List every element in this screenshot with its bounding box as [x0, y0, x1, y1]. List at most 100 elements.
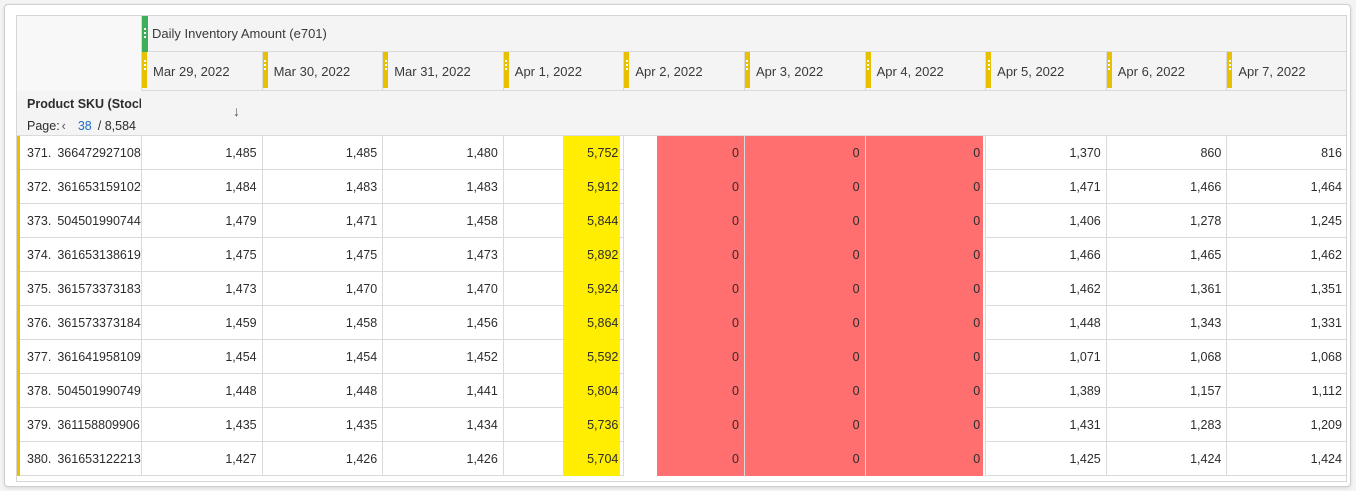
value-cell[interactable]: 5,752	[504, 136, 625, 170]
value-cell[interactable]: 1,389	[986, 374, 1107, 408]
value-cell[interactable]: 5,892	[504, 238, 625, 272]
value-cell[interactable]: 1,465	[1107, 238, 1228, 272]
value-cell[interactable]: 1,427	[142, 442, 263, 476]
value-cell[interactable]: 1,361	[1107, 272, 1228, 306]
value-cell[interactable]: 0	[865, 442, 987, 476]
value-cell[interactable]: 0	[744, 340, 866, 374]
value-cell[interactable]: 1,157	[1107, 374, 1228, 408]
value-cell[interactable]: 1,343	[1107, 306, 1228, 340]
value-cell[interactable]: 1,424	[1107, 442, 1228, 476]
value-cell[interactable]: 5,592	[504, 340, 625, 374]
value-cell[interactable]: 0	[744, 306, 866, 340]
dimension-title[interactable]: Product SKU (Stock)	[27, 97, 141, 111]
value-cell[interactable]: 1,484	[142, 170, 263, 204]
value-cell[interactable]: 1,483	[263, 170, 384, 204]
value-cell[interactable]: 1,456	[383, 306, 504, 340]
value-cell[interactable]: 1,470	[383, 272, 504, 306]
value-cell[interactable]: 0	[744, 204, 866, 238]
value-cell[interactable]: 0	[624, 136, 745, 170]
row-label-cell[interactable]: 379. 361158809906	[17, 408, 142, 442]
value-cell[interactable]: 5,864	[504, 306, 625, 340]
value-cell[interactable]: 0	[624, 340, 745, 374]
value-cell[interactable]: 1,434	[383, 408, 504, 442]
date-column-header[interactable]: Apr 2, 2022	[624, 52, 745, 91]
drag-handle-icon[interactable]	[142, 16, 148, 52]
value-cell[interactable]: 1,431	[986, 408, 1107, 442]
drag-handle-icon[interactable]	[503, 52, 509, 88]
value-cell[interactable]: 0	[744, 408, 866, 442]
table-row[interactable]: 373. 504501990744 1,479 1,471 1,458 5,844 0 0 0 1…	[17, 204, 1346, 238]
value-cell[interactable]: 1,479	[142, 204, 263, 238]
table-row[interactable]: 371. 366472927108 1,485 1,485 1,480 5,752 0 0 0 1…	[17, 136, 1346, 170]
row-label-cell[interactable]: 378. 504501990749	[17, 374, 142, 408]
value-cell[interactable]: 1,464	[1227, 170, 1346, 204]
value-cell[interactable]: 1,462	[986, 272, 1107, 306]
date-column-header[interactable]: Apr 7, 2022	[1227, 52, 1346, 91]
value-cell[interactable]: 5,912	[504, 170, 625, 204]
date-column-header[interactable]: Mar 31, 2022	[383, 52, 504, 91]
value-cell[interactable]: 5,804	[504, 374, 625, 408]
value-cell[interactable]: 1,448	[142, 374, 263, 408]
value-cell[interactable]: 1,283	[1107, 408, 1228, 442]
value-cell[interactable]: 1,462	[1227, 238, 1346, 272]
value-cell[interactable]: 0	[744, 136, 866, 170]
value-cell[interactable]: 1,454	[142, 340, 263, 374]
drag-handle-icon[interactable]	[142, 52, 147, 88]
value-cell[interactable]: 1,471	[986, 170, 1107, 204]
value-cell[interactable]: 5,924	[504, 272, 625, 306]
table-row[interactable]: 377. 361641958109 1,454 1,454 1,452 5,592 0 0 0 1…	[17, 340, 1346, 374]
value-cell[interactable]: 1,473	[142, 272, 263, 306]
value-cell[interactable]: 1,245	[1227, 204, 1346, 238]
value-cell[interactable]: 0	[744, 272, 866, 306]
row-label-cell[interactable]: 374. 361653138619	[17, 238, 142, 272]
value-cell[interactable]: 1,441	[383, 374, 504, 408]
value-cell[interactable]: 1,480	[383, 136, 504, 170]
date-column-header[interactable]: Apr 4, 2022	[865, 52, 987, 91]
row-label-cell[interactable]: 375. 361573373183	[17, 272, 142, 306]
value-cell[interactable]: 1,452	[383, 340, 504, 374]
value-cell[interactable]: 5,844	[504, 204, 625, 238]
drag-handle-icon[interactable]	[262, 52, 268, 88]
date-column-header[interactable]: Mar 30, 2022	[262, 52, 384, 91]
value-cell[interactable]: 0	[624, 170, 745, 204]
value-cell[interactable]: 1,483	[383, 170, 504, 204]
value-cell[interactable]: 1,406	[986, 204, 1107, 238]
value-cell[interactable]: 0	[865, 374, 987, 408]
value-cell[interactable]: 0	[744, 238, 866, 272]
value-cell[interactable]: 0	[624, 408, 745, 442]
row-label-cell[interactable]: 373. 504501990744	[17, 204, 142, 238]
value-cell[interactable]: 1,473	[383, 238, 504, 272]
date-column-header[interactable]: Apr 1, 2022	[503, 52, 625, 91]
drag-handle-icon[interactable]	[624, 52, 630, 88]
value-cell[interactable]: 0	[865, 340, 987, 374]
value-cell[interactable]: 0	[865, 136, 987, 170]
value-cell[interactable]: 1,278	[1107, 204, 1228, 238]
drag-handle-icon[interactable]	[1227, 52, 1233, 88]
value-cell[interactable]: 0	[865, 204, 987, 238]
row-label-cell[interactable]: 371. 366472927108	[17, 136, 142, 170]
date-column-header[interactable]: Apr 6, 2022	[1106, 52, 1228, 91]
value-cell[interactable]: 1,068	[1107, 340, 1228, 374]
arrow-down-icon[interactable]: ↓	[233, 103, 240, 119]
table-row[interactable]: 375. 361573373183 1,473 1,470 1,470 5,924 0 0 0 1…	[17, 272, 1346, 306]
value-cell[interactable]: 0	[744, 374, 866, 408]
value-cell[interactable]: 1,454	[263, 340, 384, 374]
table-row[interactable]: 379. 361158809906 1,435 1,435 1,434 5,736 0 0 0 1…	[17, 408, 1346, 442]
value-cell[interactable]: 5,704	[504, 442, 625, 476]
value-cell[interactable]: 0	[744, 442, 866, 476]
date-column-header[interactable]: Apr 5, 2022	[986, 52, 1107, 91]
value-cell[interactable]: 1,448	[986, 306, 1107, 340]
value-cell[interactable]: 0	[865, 170, 987, 204]
value-cell[interactable]: 0	[624, 306, 745, 340]
value-cell[interactable]: 0	[624, 374, 745, 408]
table-row[interactable]: 378. 504501990749 1,448 1,448 1,441 5,804 0 0 0 1…	[17, 374, 1346, 408]
value-cell[interactable]: 1,425	[986, 442, 1107, 476]
value-cell[interactable]: 1,475	[263, 238, 384, 272]
table-row[interactable]: 372. 361653159102 1,484 1,483 1,483 5,912 0 0 0 1…	[17, 170, 1346, 204]
date-column-header[interactable]: Mar 29, 2022	[142, 52, 263, 91]
value-cell[interactable]: 1,471	[263, 204, 384, 238]
value-cell[interactable]: 0	[624, 238, 745, 272]
row-label-cell[interactable]: 377. 361641958109	[17, 340, 142, 374]
value-cell[interactable]: 1,071	[986, 340, 1107, 374]
value-cell[interactable]: 1,068	[1227, 340, 1346, 374]
